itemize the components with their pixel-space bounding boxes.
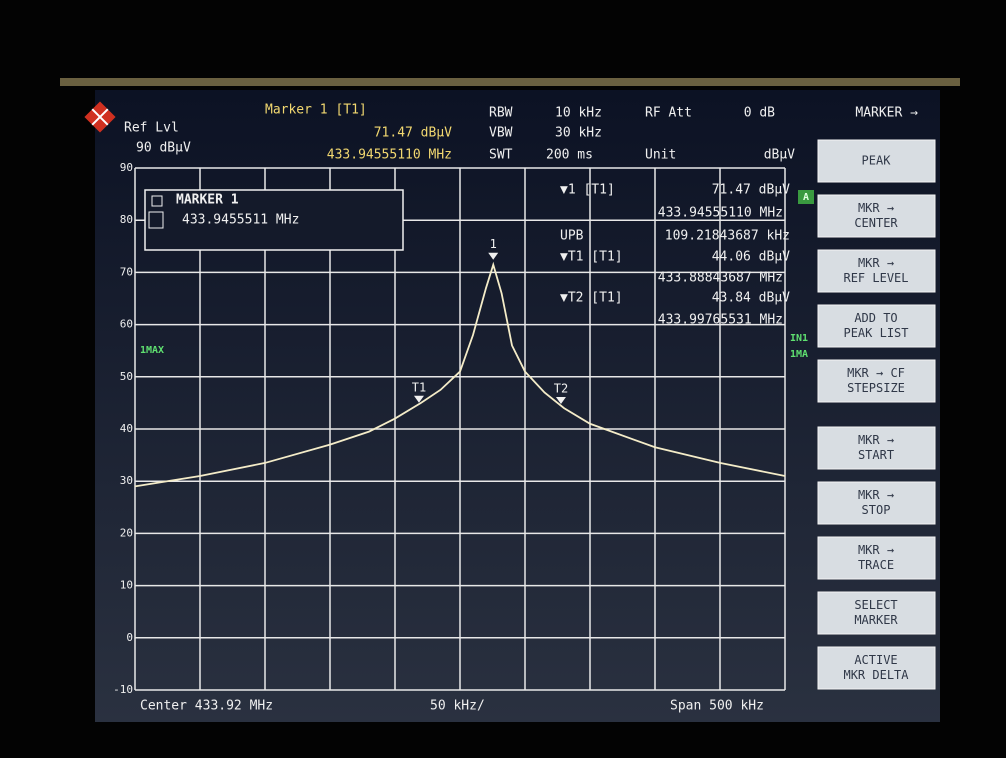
softkey-label: MKR →	[858, 488, 894, 502]
screen-photo: Ref Lvl 90 dBµV Marker 1 [T1] 71.47 dBµV…	[0, 0, 1006, 758]
softkey-label: PEAK	[862, 154, 892, 168]
readout-freq: 109.21843687 kHz	[665, 229, 790, 244]
footer-span: Span 500 kHz	[670, 699, 764, 714]
vbw-label: VBW	[489, 126, 513, 141]
softkey-label: TRACE	[858, 558, 894, 572]
y-tick-label: 0	[126, 631, 133, 644]
footer-center: Center 433.92 MHz	[140, 699, 273, 714]
y-tick-label: 40	[120, 422, 133, 435]
softkey-label: MARKER	[854, 613, 898, 627]
y-tick-label: 60	[120, 318, 133, 331]
readout-level: 43.84 dBµV	[712, 291, 790, 306]
y-tick-label: 50	[120, 370, 133, 383]
softkey-label: CENTER	[854, 216, 898, 230]
softkey-label: MKR →	[858, 543, 894, 557]
y-tick-label: -10	[113, 683, 133, 696]
softkey-label: MKR → CF	[847, 366, 905, 380]
marker-freq: 433.94555110 MHz	[327, 148, 452, 163]
rf-att-value: 0 dB	[744, 106, 775, 121]
y-tick-label: 80	[120, 213, 133, 226]
softkey-label: PEAK LIST	[843, 326, 908, 340]
marker-box-title: MARKER 1	[176, 193, 239, 208]
footer-div: 50 kHz/	[430, 699, 485, 714]
softkey-label: MKR →	[858, 433, 894, 447]
marker-level: 71.47 dBµV	[374, 126, 452, 141]
y-tick-label: 30	[120, 474, 133, 487]
softkey-label: STOP	[862, 503, 891, 517]
marker-label: T2	[554, 381, 568, 395]
rbw-value: 10 kHz	[555, 106, 602, 121]
rf-att-label: RF Att	[645, 106, 692, 121]
y-tick-label: 20	[120, 526, 133, 539]
readout-freq: 433.99765531 MHz	[658, 313, 783, 328]
unit-value: dBµV	[764, 148, 795, 163]
readout-freq: 433.88843687 MHz	[658, 271, 783, 286]
softkey-label: REF LEVEL	[843, 271, 908, 285]
input-label: IN1	[790, 333, 808, 344]
rbw-label: RBW	[489, 106, 513, 121]
marker-title: Marker 1 [T1]	[265, 103, 367, 118]
ref-lvl-value: 90 dBµV	[136, 141, 191, 156]
readout-freq: 433.94555110 MHz	[658, 206, 783, 221]
trace-mode: 1MAX	[140, 345, 164, 356]
marker-label: T1	[412, 380, 426, 394]
readout-name: UPB	[560, 229, 584, 244]
readout-level: 71.47 dBµV	[712, 183, 790, 198]
readout-name: ▼T1 [T1]	[560, 250, 623, 265]
trace-right: 1MA	[790, 349, 808, 360]
softkey-label: SELECT	[854, 598, 897, 612]
softkey-label: ACTIVE	[854, 653, 897, 667]
y-tick-label: 10	[120, 579, 133, 592]
screen-label: A	[803, 192, 809, 203]
softkey-label: MKR →	[858, 201, 894, 215]
readout-name: ▼T2 [T1]	[560, 291, 623, 306]
ref-lvl-label: Ref Lvl	[124, 121, 179, 136]
softkey-label: STEPSIZE	[847, 381, 905, 395]
marker-label: 1	[490, 237, 497, 251]
readout-level: 44.06 dBµV	[712, 250, 790, 265]
marker-box-value: 433.9455511 MHz	[182, 213, 299, 228]
y-tick-label: 70	[120, 265, 133, 278]
bezel-edge	[60, 78, 960, 86]
y-tick-label: 90	[120, 161, 133, 174]
readout-name: ▼1 [T1]	[560, 183, 615, 198]
menu-title: MARKER →	[855, 106, 918, 121]
swt-label: SWT	[489, 148, 513, 163]
swt-value: 200 ms	[546, 148, 593, 163]
softkey-label: MKR →	[858, 256, 894, 270]
softkey-label: ADD TO	[854, 311, 897, 325]
display	[95, 90, 940, 722]
vbw-value: 30 kHz	[555, 126, 602, 141]
softkey-label: MKR DELTA	[843, 668, 909, 682]
unit-label: Unit	[645, 148, 676, 163]
softkey-label: START	[858, 448, 894, 462]
